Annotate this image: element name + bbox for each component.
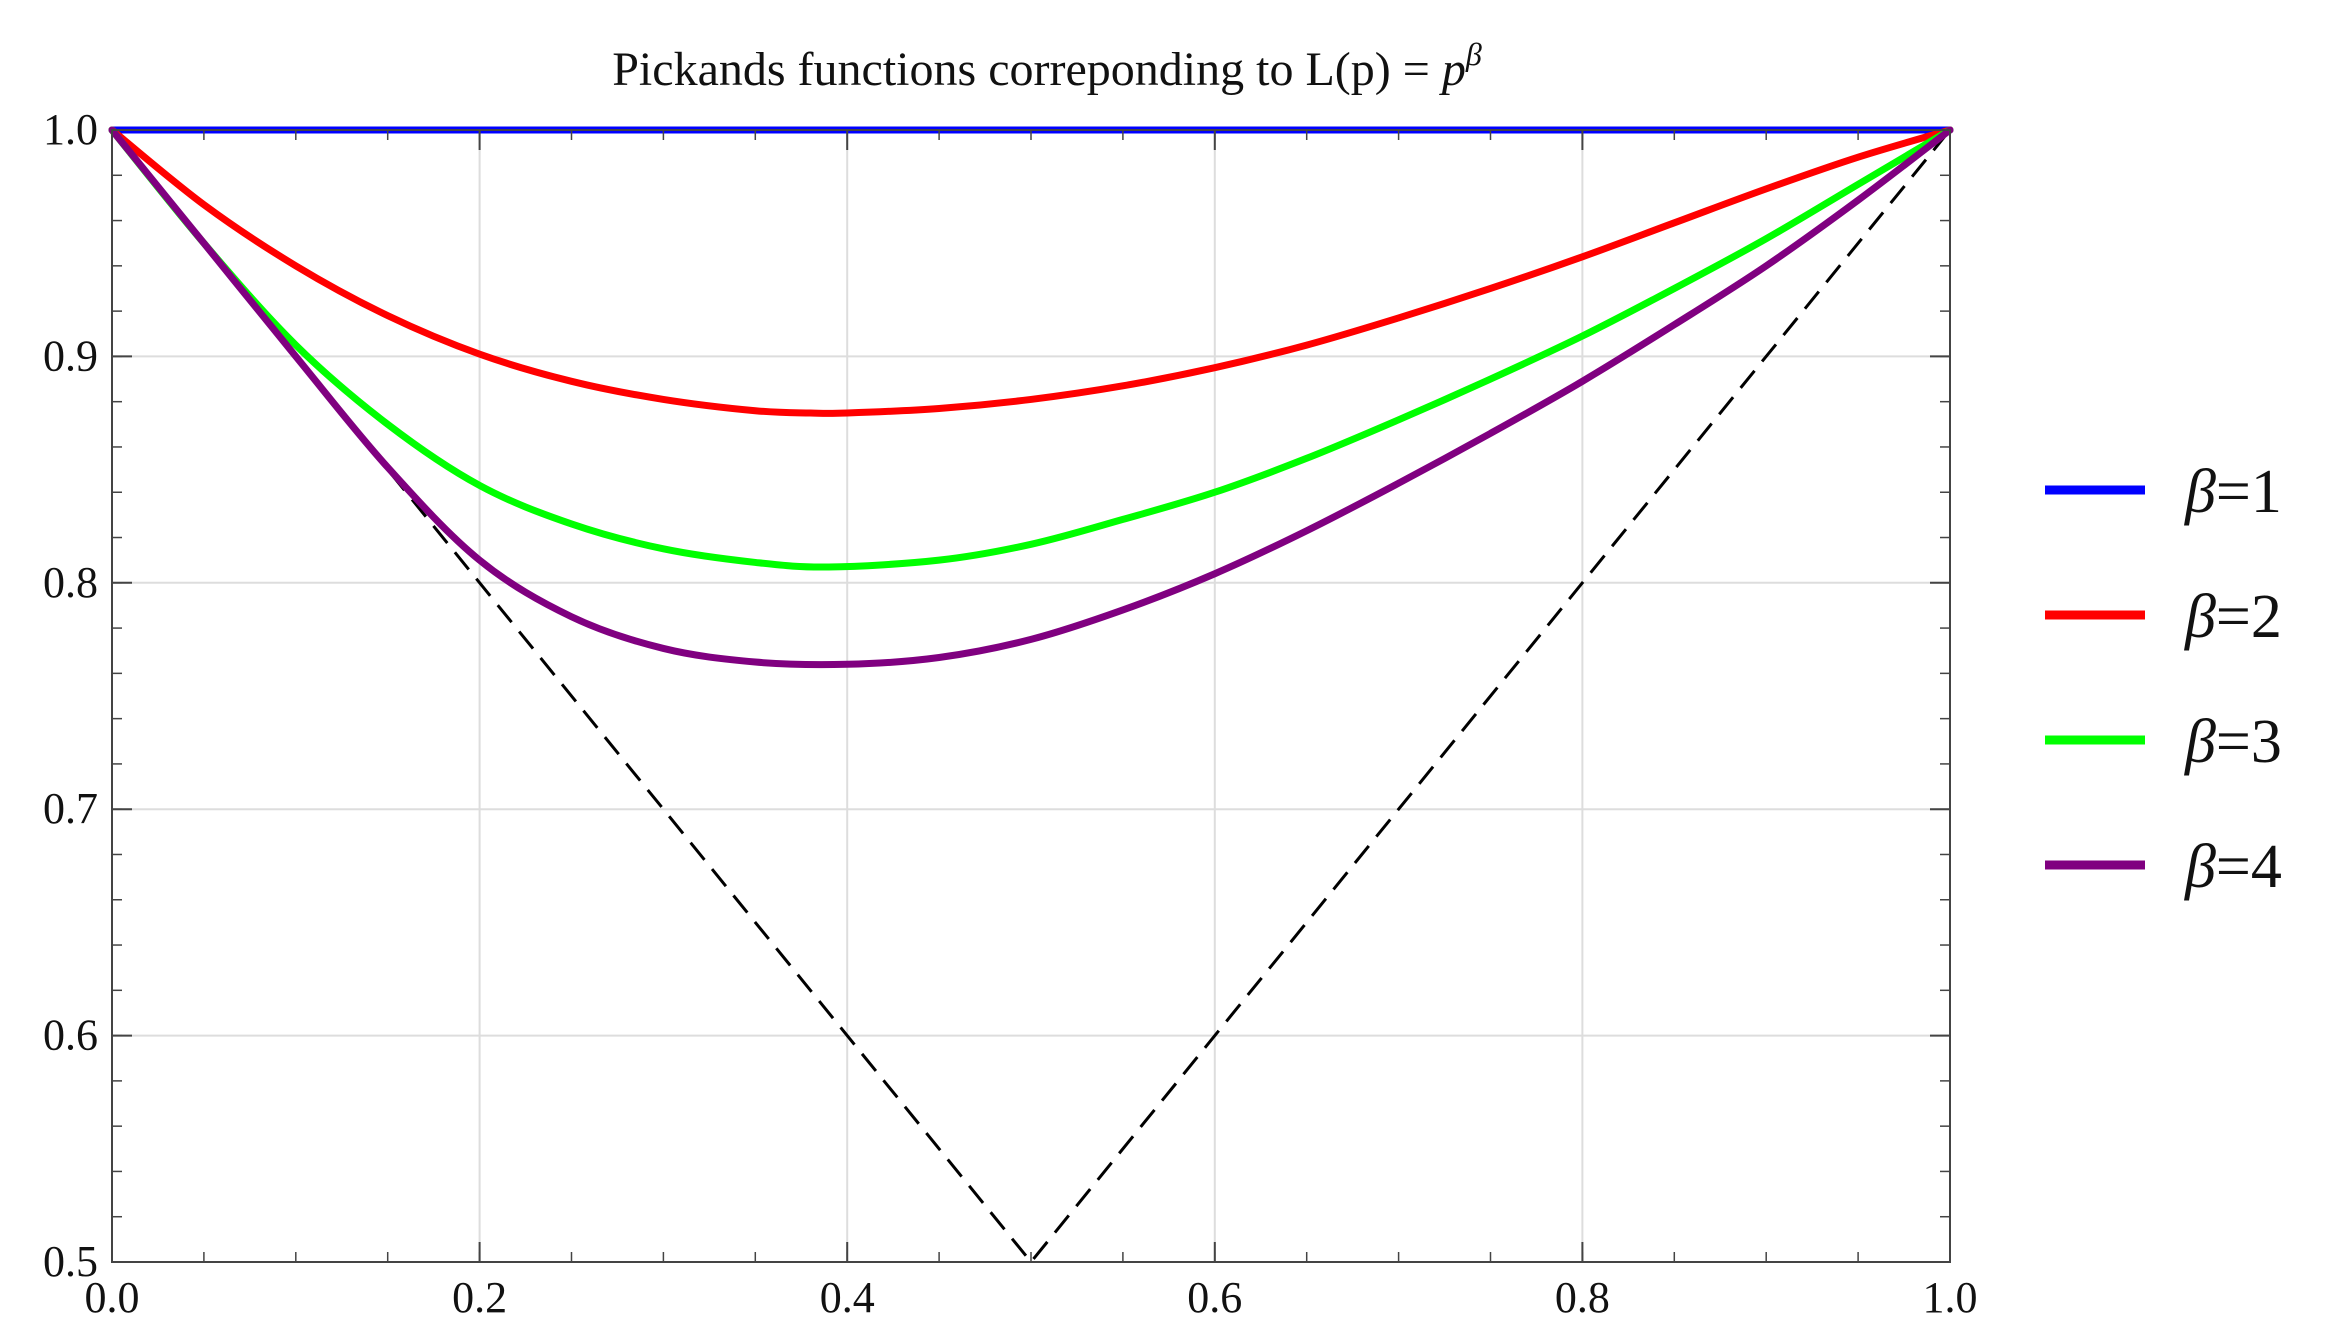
series-line-max-p-1-p- [110,129,1952,1264]
legend: β=1 β=2 β=3 β=4 [2045,458,2282,901]
legend-label: β=2 [2184,583,2282,651]
series-line--3 [108,126,1954,571]
grid [111,129,1951,1263]
y-tick-label: 0.9 [43,331,98,380]
chart-title: Pickands functions correponding to L(p) … [612,36,1482,96]
series-group [108,126,1954,1264]
x-tick-label: 1.0 [1923,1273,1978,1322]
y-tick-label: 0.6 [43,1011,98,1060]
x-tick-label: 0.2 [452,1273,507,1322]
legend-label: β=1 [2184,458,2282,526]
series-line--4 [108,126,1954,669]
axis-labels: 0.0 0.2 0.4 0.6 0.8 1.0 1.0 0.9 0.8 0.7 0.6 0.5 [43,105,1978,1322]
ticks [111,129,1951,1263]
legend-label: β=4 [2184,833,2282,901]
x-tick-label: 0.0 [85,1273,140,1322]
y-tick-label: 0.7 [43,784,98,833]
series-line--2 [108,126,1954,417]
y-tick-label: 0.8 [43,558,98,607]
y-tick-label: 1.0 [43,105,98,154]
plot-frame [111,129,1951,1263]
x-tick-label: 0.6 [1187,1273,1242,1322]
y-tick-label: 0.5 [43,1237,98,1286]
x-tick-label: 0.4 [820,1273,875,1322]
x-tick-label: 0.8 [1555,1273,1610,1322]
legend-label: β=3 [2184,708,2282,776]
